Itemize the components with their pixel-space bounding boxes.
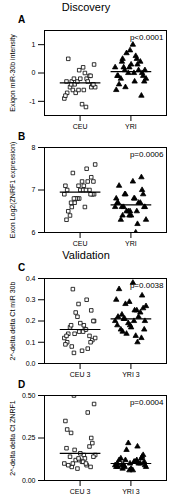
svg-text:YRI 3: YRI 3 — [122, 371, 140, 378]
html-text:B: B — [18, 131, 26, 142]
svg-text:YRI 3: YRI 3 — [122, 488, 140, 495]
svg-text:p=0.0004: p=0.0004 — [130, 398, 164, 407]
svg-text:p=0.0006: p=0.0006 — [130, 150, 164, 159]
html-text:Validation: Validation — [62, 249, 110, 261]
svg-text:CEU 3: CEU 3 — [70, 488, 91, 495]
svg-text:CEU 3: CEU 3 — [70, 371, 91, 378]
svg-text:Exon Log2(ZNRF1 expression): Exon Log2(ZNRF1 expression) — [9, 142, 17, 239]
svg-text:6: 6 — [32, 229, 36, 236]
svg-text:0.00: 0.00 — [22, 477, 36, 484]
html-text:Discovery: Discovery — [61, 1, 111, 13]
svg-text:CEU: CEU — [73, 123, 88, 130]
svg-text:0.4: 0.4 — [26, 275, 36, 282]
svg-text:0.0: 0.0 — [26, 360, 36, 367]
svg-text:YRI: YRI — [125, 123, 137, 130]
svg-text:0.50: 0.50 — [22, 392, 36, 399]
svg-text:7: 7 — [32, 186, 36, 193]
html-text:A: A — [18, 14, 26, 25]
svg-text:p=0.0038: p=0.0038 — [130, 281, 164, 290]
svg-text:-1: -1 — [29, 98, 35, 105]
svg-text:0.1: 0.1 — [26, 338, 36, 345]
svg-text:Exiqon miR-30b intensity: Exiqon miR-30b intensity — [9, 34, 17, 112]
svg-text:p<0.0001: p<0.0001 — [130, 33, 164, 42]
svg-text:0.25: 0.25 — [22, 434, 36, 441]
svg-text:8: 8 — [32, 144, 36, 151]
svg-text:YRI: YRI — [125, 240, 137, 247]
svg-text:1: 1 — [32, 41, 36, 48]
svg-text:2^-delta delta Ct ZNRF1: 2^-delta delta Ct ZNRF1 — [9, 400, 16, 475]
svg-text:CEU: CEU — [73, 240, 88, 247]
svg-text:2^-delta delta Ct miR 30b: 2^-delta delta Ct miR 30b — [9, 282, 16, 361]
html-text:D: D — [18, 379, 26, 390]
html-text:C: C — [18, 262, 26, 273]
svg-text:0: 0 — [32, 69, 36, 76]
svg-text:0.2: 0.2 — [26, 317, 36, 324]
svg-text:0.3: 0.3 — [26, 296, 36, 303]
